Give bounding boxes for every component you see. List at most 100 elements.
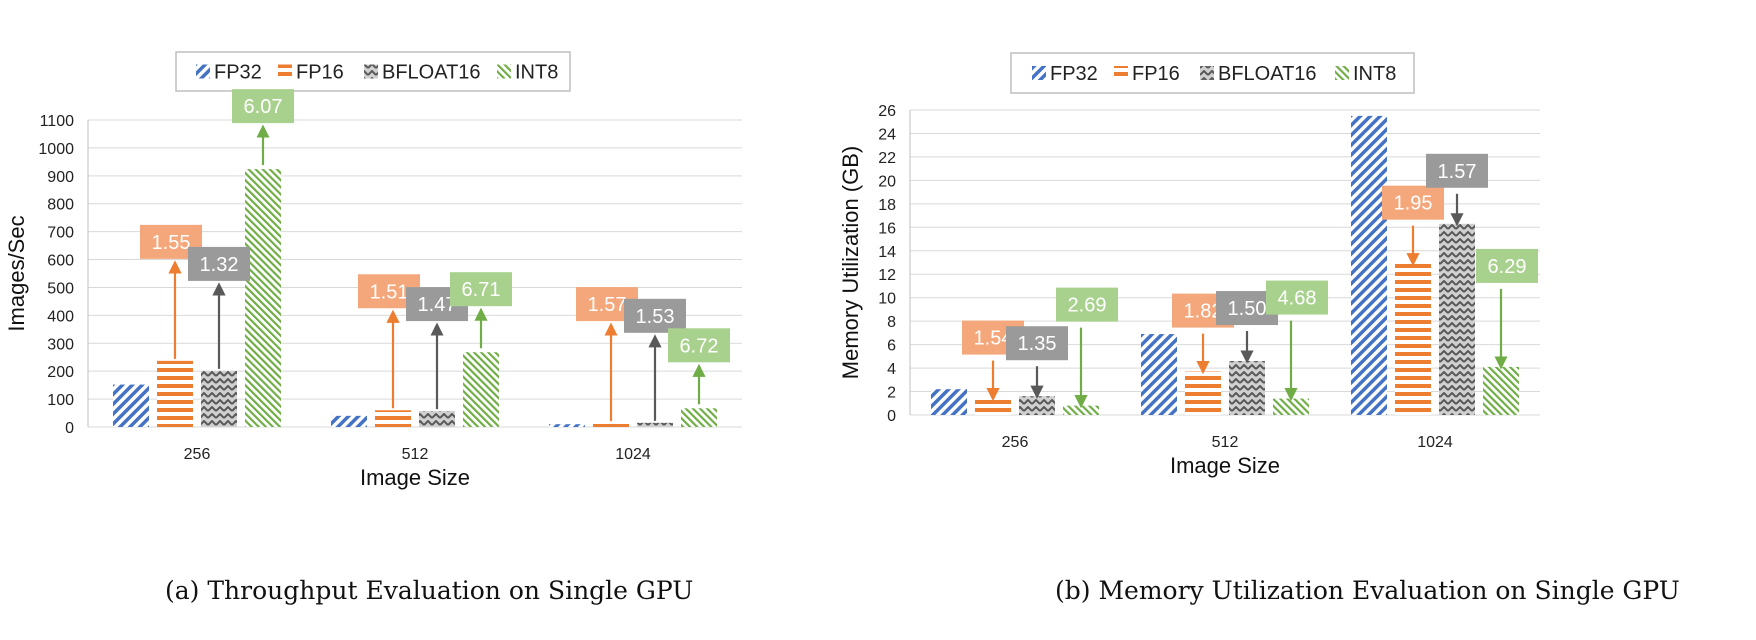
legend-swatch-fp16 bbox=[278, 64, 292, 79]
memory-caption: (b) Memory Utilization Evaluation on Sin… bbox=[1055, 576, 1680, 605]
legend-label-bfloat16: BFLOAT16 bbox=[382, 62, 481, 84]
x-tick-label: 256 bbox=[1002, 434, 1029, 451]
ratio-label-box-bfloat16-256 bbox=[188, 246, 250, 281]
ratio-label-fp16-1024: 1.57 bbox=[588, 294, 627, 316]
ratio-label-int8-512: 6.71 bbox=[462, 279, 501, 301]
bar-fp32-512 bbox=[1141, 334, 1177, 415]
ratio-label-box-int8-1024 bbox=[1476, 248, 1538, 283]
bar-int8-512 bbox=[1273, 398, 1309, 415]
ratio-label-int8-256: 2.69 bbox=[1068, 295, 1107, 317]
y-axis-title: Images/Sec bbox=[4, 215, 29, 331]
y-tick-label: 1100 bbox=[40, 113, 75, 130]
y-tick-label: 4 bbox=[887, 361, 896, 378]
legend: FP32 FP16 BFLOAT16 INT8 bbox=[175, 51, 571, 92]
y-tick-label: 100 bbox=[47, 392, 74, 409]
legend-label-int8: INT8 bbox=[1353, 63, 1396, 85]
y-tick-label: 18 bbox=[878, 197, 896, 214]
bar-fp16-256 bbox=[157, 360, 193, 427]
y-tick-label: 400 bbox=[47, 308, 74, 325]
y-tick-label: 12 bbox=[878, 267, 896, 284]
legend-swatch-int8 bbox=[497, 64, 511, 79]
bar-int8-512 bbox=[463, 352, 499, 427]
x-tick-label: 512 bbox=[402, 446, 429, 463]
ratio-label-bfloat16-256: 1.35 bbox=[1018, 333, 1057, 355]
legend-swatch-int8 bbox=[1335, 66, 1349, 80]
y-tick-label: 0 bbox=[65, 420, 74, 437]
ratio-label-box-int8-512 bbox=[1266, 280, 1328, 315]
bar-fp32-256 bbox=[931, 389, 967, 415]
y-tick-label: 10 bbox=[878, 291, 896, 308]
y-tick-label: 200 bbox=[47, 364, 74, 381]
legend-label-fp16: FP16 bbox=[1132, 63, 1180, 85]
x-tick-label: 256 bbox=[184, 446, 211, 463]
legend-label-bfloat16: BFLOAT16 bbox=[1218, 63, 1317, 85]
ratio-label-box-bfloat16-1024 bbox=[1426, 153, 1488, 188]
bar-bfloat16-512 bbox=[1229, 361, 1265, 415]
ratio-label-bfloat16-512: 1.50 bbox=[1228, 298, 1267, 320]
legend-swatch-bfloat16 bbox=[364, 64, 378, 79]
legend-swatch-fp32 bbox=[196, 64, 210, 79]
bar-fp32-1024 bbox=[1351, 115, 1387, 415]
throughput-caption: (a) Throughput Evaluation on Single GPU bbox=[165, 576, 694, 605]
y-tick-label: 20 bbox=[878, 173, 896, 190]
ratio-label-bfloat16-1024: 1.57 bbox=[1438, 161, 1477, 183]
bar-fp16-1024 bbox=[593, 423, 629, 427]
x-tick-label: 1024 bbox=[615, 446, 651, 463]
bar-fp16-256 bbox=[975, 398, 1011, 415]
legend-label-fp32: FP32 bbox=[214, 62, 262, 84]
y-tick-label: 24 bbox=[878, 126, 896, 143]
y-tick-label: 2 bbox=[887, 385, 896, 402]
y-tick-label: 300 bbox=[47, 336, 74, 353]
legend: FP32 FP16 BFLOAT16 INT8 bbox=[1010, 52, 1415, 94]
bar-fp16-1024 bbox=[1395, 263, 1431, 415]
legend-label-fp16: FP16 bbox=[296, 62, 344, 84]
ratio-label-fp16-256: 1.55 bbox=[152, 232, 191, 254]
y-tick-label: 6 bbox=[887, 338, 896, 355]
ratio-label-box-fp16-1024 bbox=[1382, 185, 1444, 220]
ratio-label-fp16-512: 1.82 bbox=[1184, 301, 1223, 323]
y-tick-label: 1000 bbox=[38, 141, 74, 158]
y-tick-label: 700 bbox=[47, 225, 74, 242]
x-tick-label: 512 bbox=[1212, 434, 1239, 451]
memory-panel: FP32 FP16 BFLOAT16 INT8 0 2 4 6 8 10 12 14 16 18 20 22 2… bbox=[838, 0, 1756, 640]
y-tick-label: 600 bbox=[47, 253, 74, 270]
legend-swatch-fp16 bbox=[1114, 66, 1128, 80]
bar-bfloat16-256 bbox=[1019, 396, 1055, 415]
ratio-label-box-int8-256 bbox=[232, 89, 294, 124]
bar-int8-1024 bbox=[1483, 366, 1519, 415]
bar-int8-256 bbox=[245, 169, 281, 427]
ratio-label-int8-512: 4.68 bbox=[1278, 288, 1317, 310]
y-tick-label: 16 bbox=[878, 220, 896, 237]
x-axis-title: Image Size bbox=[360, 465, 470, 490]
ratio-label-int8-256: 6.07 bbox=[244, 96, 283, 118]
bar-fp16-512 bbox=[1185, 371, 1221, 415]
y-tick-label: 14 bbox=[878, 244, 896, 261]
ratio-label-bfloat16-256: 1.32 bbox=[200, 254, 239, 276]
legend-swatch-bfloat16 bbox=[1200, 66, 1214, 80]
y-tick-label: 900 bbox=[47, 169, 74, 186]
bar-fp32-1024 bbox=[549, 424, 585, 427]
y-tick-label: 500 bbox=[47, 280, 74, 297]
ratio-label-box-bfloat16-256 bbox=[1006, 326, 1068, 361]
legend-label-int8: INT8 bbox=[515, 62, 558, 84]
bar-bfloat16-512 bbox=[419, 411, 455, 427]
ratio-label-bfloat16-512: 1.47 bbox=[418, 294, 457, 316]
legend-label-fp32: FP32 bbox=[1050, 63, 1098, 85]
ratio-label-int8-1024: 6.72 bbox=[680, 335, 719, 357]
bar-fp16-512 bbox=[375, 410, 411, 427]
bar-fp32-256 bbox=[113, 384, 149, 427]
bar-bfloat16-1024 bbox=[1439, 223, 1475, 415]
ratio-label-fp16-256: 1.54 bbox=[974, 328, 1013, 350]
ratio-label-box-int8-256 bbox=[1056, 287, 1118, 322]
bar-int8-256 bbox=[1063, 405, 1099, 415]
bar-bfloat16-1024 bbox=[637, 422, 673, 427]
bar-int8-1024 bbox=[681, 408, 717, 427]
bar-bfloat16-256 bbox=[201, 370, 237, 427]
ratio-label-bfloat16-1024: 1.53 bbox=[636, 306, 675, 328]
ratio-label-fp16-512: 1.51 bbox=[370, 281, 409, 303]
y-axis-title: Memory Utilization (GB) bbox=[838, 146, 863, 379]
x-axis-title: Image Size bbox=[1170, 453, 1280, 478]
ratio-label-box-int8-512 bbox=[450, 272, 512, 307]
x-tick-label: 1024 bbox=[1417, 434, 1453, 451]
y-tick-label: 8 bbox=[887, 314, 896, 331]
